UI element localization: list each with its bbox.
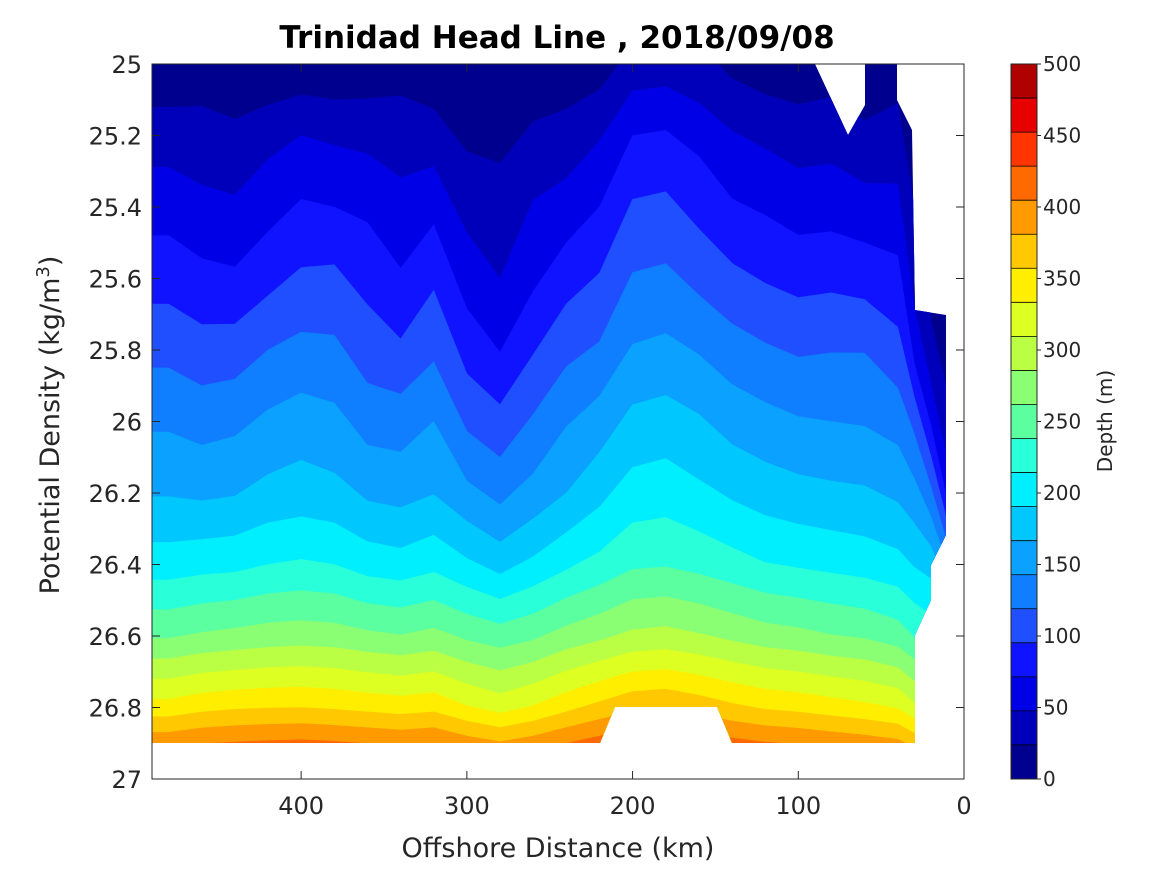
colorbar-tick-label: 350 (1043, 267, 1081, 291)
colorbar-swatch (1011, 268, 1037, 303)
y-tick-label: 26.8 (89, 695, 142, 723)
y-tick-label: 25 (111, 51, 142, 79)
chart-title: Trinidad Head Line , 2018/09/08 (279, 20, 834, 56)
colorbar-tick-label: 100 (1043, 624, 1081, 648)
colorbar-swatch (1011, 404, 1037, 439)
colorbar-swatch (1011, 336, 1037, 371)
colorbar-swatch (1011, 200, 1037, 235)
colorbar-swatch (1011, 506, 1037, 542)
colorbar-swatch (1011, 745, 1037, 780)
y-tick-label: 26 (111, 409, 142, 437)
colorbar-tick-label: 250 (1043, 410, 1081, 434)
colorbar-swatch (1011, 234, 1037, 269)
y-axis-label-main: Potential Density (kg/m (35, 278, 66, 595)
colorbar-swatch (1011, 132, 1037, 167)
colorbar-swatch (1011, 642, 1037, 678)
contour-plot-area (152, 64, 946, 743)
colorbar-swatch (1011, 574, 1037, 610)
x-axis: 400 300 200 100 0 (278, 64, 972, 820)
colorbar-swatch (1011, 98, 1037, 133)
colorbar-swatch (1011, 676, 1037, 712)
colorbar-tick-label: 300 (1043, 338, 1081, 362)
y-tick-label: 26.2 (89, 480, 142, 508)
colorbar-label: Depth (m) (1093, 370, 1117, 472)
y-tick-label: 25.8 (89, 337, 142, 365)
y-tick-label: 25.6 (89, 266, 142, 294)
colorbar-swatch (1011, 472, 1037, 508)
colorbar-tick-label: 0 (1043, 767, 1056, 791)
colorbar-swatch (1011, 166, 1037, 201)
colorbar-swatch (1011, 608, 1037, 644)
x-tick-label: 0 (956, 792, 971, 820)
contour-bands (152, 64, 946, 743)
y-axis-label-superscript: 3 (33, 266, 54, 277)
y-tick-label: 26.4 (89, 552, 142, 580)
colorbar-swatch (1011, 540, 1037, 576)
y-tick-label: 25.4 (89, 194, 142, 222)
y-tick-label: 27 (111, 766, 142, 794)
y-tick-label: 25.2 (89, 123, 142, 151)
colorbar-swatch (1011, 302, 1037, 337)
colorbar-tick-label: 400 (1043, 195, 1081, 219)
y-axis-label: Potential Density (kg/m3) (33, 256, 66, 595)
x-tick-label: 300 (444, 792, 490, 820)
x-axis-label: Offshore Distance (km) (402, 833, 715, 864)
colorbar-swatch (1011, 710, 1037, 746)
y-axis: 25 25.2 25.4 25.6 25.8 26 26.2 26.4 26.6 26.8 27 (89, 51, 964, 794)
x-tick-label: 200 (610, 792, 656, 820)
colorbar-tick-label: 50 (1043, 696, 1068, 720)
colorbar: 0 50 100 150 200 250 300 350 400 450 500 (1010, 52, 1081, 791)
colorbar-swatch (1011, 64, 1037, 99)
colorbar-swatch (1011, 438, 1037, 473)
x-tick-label: 100 (775, 792, 821, 820)
y-tick-label: 26.6 (89, 623, 142, 651)
x-tick-label: 400 (278, 792, 324, 820)
colorbar-swatch (1011, 370, 1037, 405)
colorbar-tick-label: 450 (1043, 124, 1081, 148)
colorbar-tick-label: 500 (1043, 52, 1081, 76)
colorbar-tick-label: 200 (1043, 481, 1081, 505)
y-axis-label-tail: ) (35, 256, 66, 267)
colorbar-tick-label: 150 (1043, 553, 1081, 577)
